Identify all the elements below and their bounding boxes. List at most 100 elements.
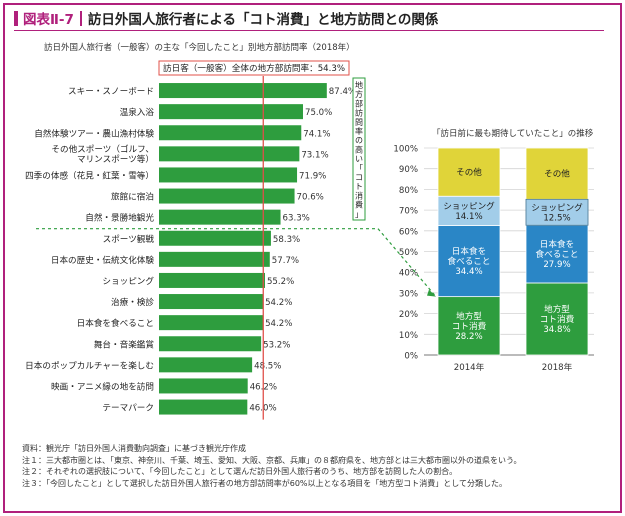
segment-label-1-0-0: 地方型 bbox=[544, 303, 570, 315]
vertical-note-char-14: 」 bbox=[355, 210, 363, 219]
bar-4 bbox=[159, 167, 298, 183]
category-label-2: 自然体験ツアー・農山漁村体験 bbox=[34, 127, 154, 139]
segment-1-0 bbox=[525, 282, 589, 356]
value-label-10: 54.2% bbox=[265, 298, 292, 308]
segment-label-0-2-1: 14.1% bbox=[455, 212, 482, 222]
category-label-8: 日本の歴史・伝統文化体験 bbox=[51, 254, 155, 266]
category-label-1: 温泉入浴 bbox=[120, 106, 155, 118]
y-tick-5: 50% bbox=[399, 248, 418, 258]
category-label-7: スポーツ観戦 bbox=[103, 233, 155, 245]
y-tick-9: 90% bbox=[399, 165, 418, 175]
segment-label-1-1-0: 日本食を bbox=[540, 238, 574, 250]
figure-number: 図表Ⅱ-7 bbox=[23, 12, 74, 28]
value-label-1: 75.0% bbox=[305, 108, 332, 118]
category-label-3-line-0: その他スポーツ（ゴルフ、 bbox=[51, 143, 154, 155]
bar-11 bbox=[159, 315, 264, 331]
vertical-note-char-13: 費 bbox=[355, 200, 363, 210]
vertical-note-char-0: 地 bbox=[355, 80, 363, 90]
y-tick-6: 60% bbox=[399, 227, 418, 237]
segment-label-1-1-1: 食べること bbox=[536, 248, 579, 260]
shopping-outline-2018 bbox=[525, 198, 589, 226]
right-chart-subtitle: 「訪日前に最も期待していたこと」の推移 bbox=[432, 129, 594, 139]
title-separator bbox=[79, 11, 82, 26]
title-accent-bar bbox=[14, 11, 18, 26]
value-label-4: 71.9% bbox=[299, 171, 326, 181]
bar-12 bbox=[159, 336, 262, 352]
bar-3 bbox=[159, 146, 300, 162]
connector-dashed-line bbox=[377, 228, 437, 298]
segment-label-0-3-0: その他 bbox=[456, 166, 482, 178]
category-label-12: 舞台・音楽鑑賞 bbox=[94, 338, 155, 350]
segment-label-0-2-0: ショッピング bbox=[443, 200, 495, 212]
segment-0-3 bbox=[437, 147, 501, 197]
vertical-note-char-3: 訪 bbox=[355, 108, 363, 118]
connector-arrowhead bbox=[427, 289, 436, 297]
vertical-note-char-4: 問 bbox=[355, 118, 363, 127]
segment-label-1-0-1: コト消費 bbox=[540, 313, 575, 325]
category-label-5: 旅館に宿泊 bbox=[111, 191, 154, 203]
bar-5 bbox=[159, 188, 295, 204]
x-category-1: 2018年 bbox=[542, 361, 573, 373]
bar-9 bbox=[159, 272, 265, 288]
charts-canvas: スキー・スノーボード 87.4% 温泉入浴 75.0% 自然体験ツアー・農山漁村体験 74… bbox=[25, 60, 594, 420]
vertical-note-char-10: コ bbox=[355, 173, 363, 182]
bar-14 bbox=[159, 378, 248, 394]
bar-1 bbox=[159, 104, 303, 120]
segment-0-1 bbox=[437, 225, 501, 298]
vertical-note-box bbox=[352, 77, 366, 221]
segment-label-0-1-2: 34.4% bbox=[455, 267, 482, 277]
note-2: 注２：それぞれの選択肢について、「今回したこと」として選んだ訪日外国人旅行者のう… bbox=[22, 467, 458, 476]
vertical-note-char-12: 消 bbox=[355, 190, 363, 200]
bar-8 bbox=[159, 251, 270, 267]
segment-label-0-0-2: 28.2% bbox=[455, 332, 482, 342]
y-tick-7: 70% bbox=[399, 207, 418, 217]
segment-label-0-1-1: 食べること bbox=[448, 255, 491, 267]
value-label-8: 57.7% bbox=[272, 256, 299, 266]
y-tick-0: 0% bbox=[404, 352, 418, 362]
segment-label-0-1-0: 日本食を bbox=[452, 245, 486, 257]
x-category-0: 2014年 bbox=[454, 361, 485, 373]
category-label-13: 日本のポップカルチャーを楽しむ bbox=[25, 359, 154, 371]
note-3: 注３：「今回したこと」として選択した訪日外国人旅行者の地方部訪問率が60%以上と… bbox=[22, 478, 508, 488]
value-label-12: 53.2% bbox=[263, 340, 290, 350]
visit-rate-bar-chart: スキー・スノーボード 87.4% 温泉入浴 75.0% 自然体験ツアー・農山漁村体験 74… bbox=[25, 60, 378, 420]
value-label-6: 63.3% bbox=[283, 214, 310, 224]
bar-6 bbox=[159, 209, 281, 225]
bar-2 bbox=[159, 125, 302, 141]
bar-0 bbox=[159, 83, 327, 99]
category-label-11: 日本食を食べること bbox=[77, 317, 154, 329]
segment-label-0-0-1: コト消費 bbox=[452, 320, 487, 332]
segment-1-1 bbox=[525, 224, 589, 284]
category-label-15: テーマパーク bbox=[102, 403, 154, 414]
y-tick-1: 10% bbox=[399, 331, 418, 341]
note-source: 資料：観光庁「訪日外国人消費動向調査」に基づき観光庁作成 bbox=[22, 444, 246, 453]
value-label-2: 74.1% bbox=[303, 129, 330, 139]
bar-10 bbox=[159, 294, 264, 310]
vertical-note-char-8: い bbox=[355, 155, 363, 164]
segment-label-0-0-0: 地方型 bbox=[456, 310, 482, 322]
left-chart-subtitle: 訪日外国人旅行者（一般客）の主な「今回したこと」別地方部訪問率（2018年） bbox=[44, 43, 355, 53]
segment-0-2 bbox=[437, 195, 501, 226]
value-label-11: 54.2% bbox=[265, 319, 292, 329]
category-label-9: ショッピング bbox=[102, 275, 154, 287]
y-tick-10: 100% bbox=[393, 145, 418, 155]
vertical-note-char-7: 高 bbox=[355, 144, 363, 154]
figure-title-text: 訪日外国人旅行者による「コト消費」と地方訪問との関係 bbox=[87, 12, 439, 28]
figure-title: 図表Ⅱ-7 訪日外国人旅行者による「コト消費」と地方訪問との関係 bbox=[14, 8, 438, 28]
value-label-13: 48.5% bbox=[254, 361, 281, 371]
value-label-0: 87.4% bbox=[329, 87, 356, 97]
category-label-6: 自然・景勝地観光 bbox=[85, 212, 154, 224]
segment-0-0 bbox=[437, 296, 501, 356]
vertical-note-char-9: 「 bbox=[355, 164, 363, 173]
segment-label-1-0-2: 34.8% bbox=[543, 325, 570, 335]
bar-7 bbox=[159, 230, 271, 246]
category-label-3-line-1: マリンスポーツ等） bbox=[77, 153, 154, 165]
segment-label-1-2-1: 12.5% bbox=[543, 213, 570, 223]
y-tick-2: 20% bbox=[399, 310, 418, 320]
note-1: 注１：三大都市圏とは、「東京、神奈川、千葉、埼玉、愛知、大阪、京都、兵庫」の８都… bbox=[22, 455, 522, 465]
expectation-stacked-chart: 0%10%20%30%40%50%60%70%80%90%100%地方型コト消費… bbox=[393, 145, 594, 373]
vertical-note-char-11: ト bbox=[355, 182, 363, 191]
category-label-10: 治療・検診 bbox=[111, 296, 154, 308]
value-label-9: 55.2% bbox=[267, 277, 294, 287]
category-label-0: スキー・スノーボード bbox=[68, 86, 154, 97]
